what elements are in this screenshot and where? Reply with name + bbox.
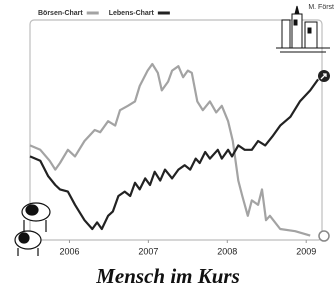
- chart: Mensch im Kurs M. Först 2006 2007 2008 2009…: [0, 0, 336, 294]
- x-tick-label: 2006: [59, 246, 79, 256]
- trend-arrow-up: [318, 70, 330, 82]
- legend-label: Börsen-Chart: [38, 10, 83, 17]
- chart-title: Mensch im Kurs: [95, 264, 240, 288]
- legend-label: Lebens-Chart: [109, 10, 155, 17]
- x-tick-label: 2007: [138, 246, 158, 256]
- signature: M. Först: [308, 4, 334, 11]
- x-tick-label: 2009: [296, 246, 316, 256]
- trend-arrow-down: [319, 231, 329, 241]
- cows-illustration: [15, 203, 50, 256]
- x-tick-label: 2008: [217, 246, 237, 256]
- line-series: [30, 64, 310, 236]
